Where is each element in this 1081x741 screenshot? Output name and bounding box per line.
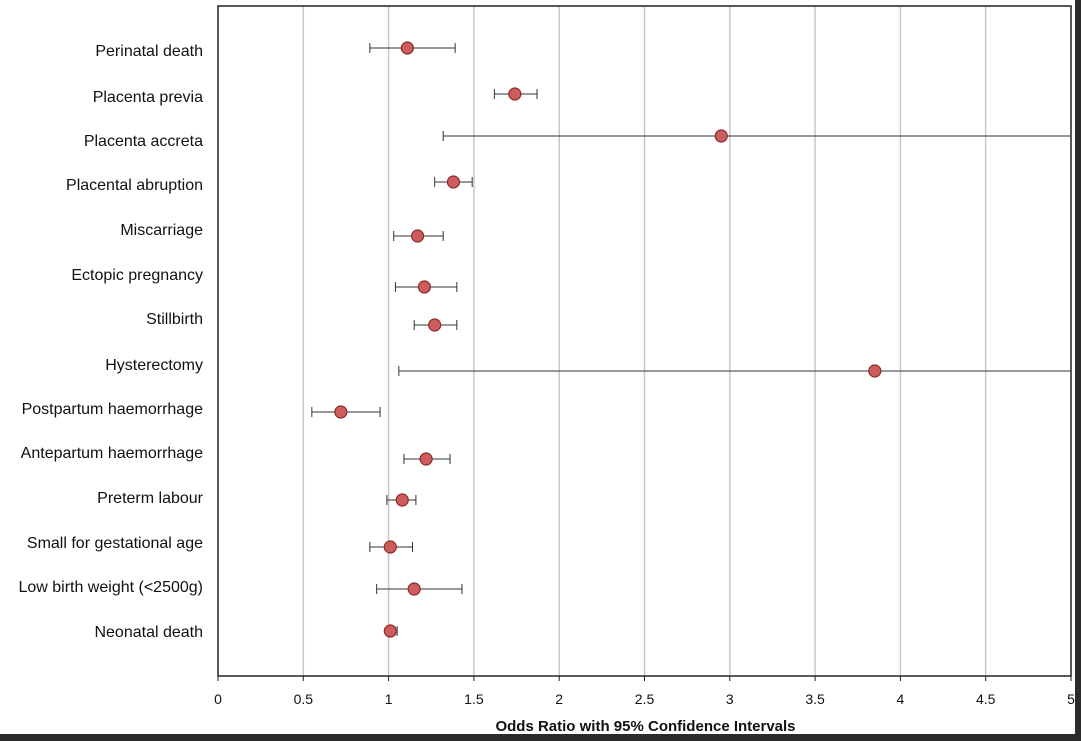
x-tick-label: 3.5: [805, 691, 825, 707]
category-label: Placenta previa: [93, 89, 203, 106]
x-tick-label: 0: [214, 691, 222, 707]
odds-ratio-point: [417, 280, 432, 294]
odds-ratio-point: [411, 229, 425, 243]
odds-ratio-point: [407, 582, 421, 596]
x-tick-label: 4: [897, 691, 905, 707]
category-label: Miscarriage: [120, 222, 203, 239]
odds-ratio-point: [383, 540, 397, 554]
x-tick-label: 2.5: [635, 691, 655, 707]
odds-ratio-point: [334, 405, 348, 419]
category-label: Low birth weight (<2500g): [18, 579, 203, 596]
category-label: Hysterectomy: [105, 357, 203, 374]
x-axis-ticks: 0 0.5 1 1.5 2 2.5 3 3.5 4 4.5 5: [214, 676, 1075, 707]
category-labels: Perinatal death Placenta previa Placenta a…: [18, 43, 203, 641]
category-label: Placenta accreta: [84, 133, 203, 150]
gridlines: [302, 6, 987, 676]
category-label: Postpartum haemorrhage: [22, 401, 204, 418]
odds-ratio-point: [400, 41, 414, 55]
x-tick-label: 0.5: [294, 691, 314, 707]
category-label: Preterm labour: [97, 490, 203, 507]
odds-ratio-point: [383, 624, 397, 638]
category-label: Antepartum haemorrhage: [21, 445, 203, 462]
odds-ratio-point: [868, 364, 882, 378]
category-label: Neonatal death: [94, 624, 203, 641]
odds-ratio-point: [446, 175, 461, 189]
x-tick-label: 5: [1067, 691, 1075, 707]
x-tick-label: 1: [385, 691, 393, 707]
x-tick-label: 2: [555, 691, 563, 707]
x-tick-label: 1.5: [464, 691, 484, 707]
odds-ratio-point: [419, 452, 433, 466]
odds-ratio-point: [714, 129, 728, 143]
odds-ratio-point: [395, 493, 409, 507]
odds-ratio-point: [428, 318, 442, 332]
x-tick-label: 3: [726, 691, 734, 707]
data-marks: [311, 41, 1071, 638]
category-label: Ectopic pregnancy: [71, 267, 203, 284]
category-label: Stillbirth: [146, 311, 203, 328]
x-axis-title: Odds Ratio with 95% Confidence Intervals: [495, 718, 795, 734]
category-label: Small for gestational age: [27, 535, 203, 552]
x-tick-label: 4.5: [976, 691, 996, 707]
category-label: Placental abruption: [66, 177, 203, 194]
odds-ratio-point: [508, 87, 522, 101]
category-label: Perinatal death: [95, 43, 203, 60]
